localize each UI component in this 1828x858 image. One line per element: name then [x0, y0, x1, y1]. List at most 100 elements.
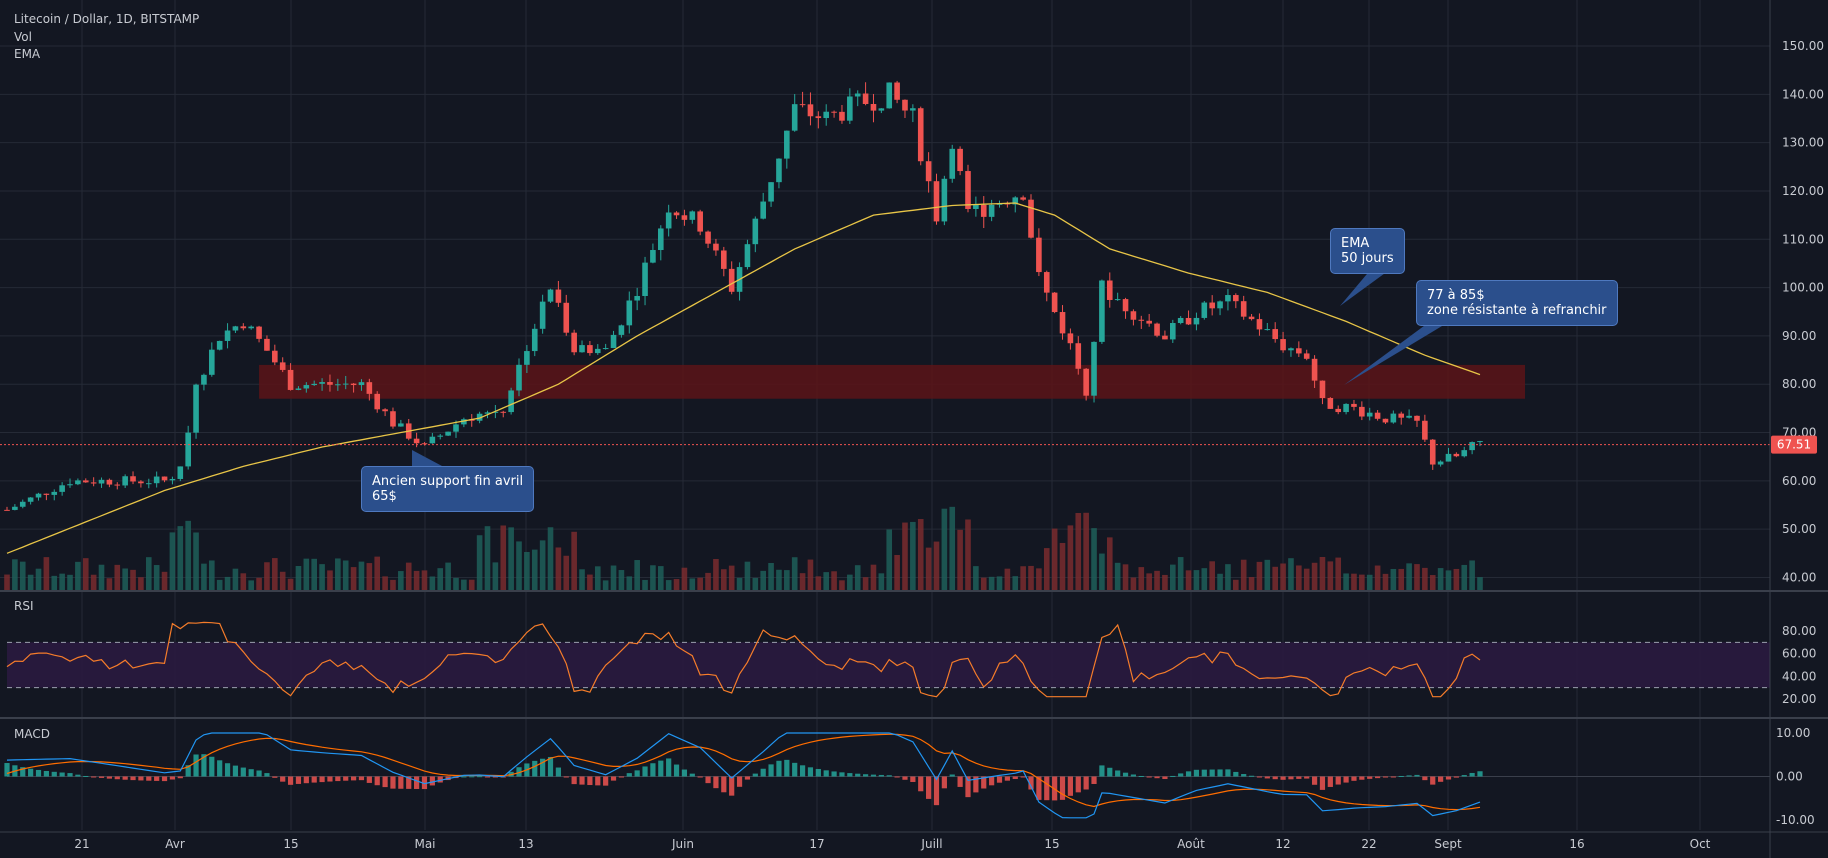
macd-histogram-bar: [1146, 776, 1152, 778]
symbol-title[interactable]: Litecoin / Dollar, 1D, BITSTAMP: [14, 12, 200, 26]
candle-body: [1303, 353, 1310, 359]
volume-bar: [1280, 563, 1286, 590]
candle-body: [216, 340, 223, 350]
candle-body: [1028, 199, 1034, 238]
macd-histogram-bar: [1217, 769, 1223, 777]
candle-body: [847, 96, 853, 121]
volume-bar: [563, 555, 570, 590]
volume-label[interactable]: Vol: [14, 30, 32, 44]
candle-body: [1256, 319, 1263, 330]
macd-histogram-bar: [248, 769, 254, 777]
volume-bar: [224, 576, 231, 590]
volume-bar: [1067, 525, 1074, 590]
macd-histogram-bar: [28, 768, 34, 777]
candle-body: [886, 82, 893, 109]
candle-body: [1453, 453, 1460, 457]
price-tick-label: 60.00: [1782, 474, 1816, 488]
candle-body: [1233, 295, 1239, 302]
candle-body: [421, 443, 428, 445]
macd-histogram-bar: [1335, 776, 1341, 785]
time-tick-label: 15: [283, 837, 298, 851]
candle-body: [43, 493, 50, 495]
volume-bar: [398, 571, 404, 590]
macd-histogram-bar: [1445, 776, 1452, 780]
macd-histogram-bar: [106, 776, 113, 779]
volume-bar: [1177, 557, 1184, 590]
volume-bar: [980, 577, 987, 590]
volume-bar: [327, 570, 333, 590]
candle-body: [413, 438, 420, 444]
volume-bar: [1209, 561, 1215, 590]
candle-body: [1351, 403, 1357, 407]
volume-bar: [610, 565, 617, 590]
candle-body: [461, 419, 467, 425]
candle-body: [1429, 439, 1436, 465]
macd-label[interactable]: MACD: [14, 727, 50, 741]
candle-body: [579, 345, 585, 353]
candle-body: [90, 482, 97, 484]
volume-bar: [602, 580, 609, 590]
candle-body: [626, 300, 633, 326]
volume-bar: [1422, 567, 1428, 590]
macd-histogram-bar: [4, 763, 10, 777]
candle-body: [1248, 316, 1255, 320]
macd-histogram-bar: [177, 776, 183, 779]
candle-body: [618, 325, 625, 335]
price-tick-label: 80.00: [1782, 377, 1816, 391]
candle-body: [1343, 403, 1349, 413]
candle-body: [327, 382, 333, 385]
volume-bar: [153, 565, 160, 590]
macd-histogram-bar: [752, 773, 758, 777]
resistance-annotation[interactable]: 77 à 85$ zone résistante à refranchir: [1416, 280, 1618, 326]
volume-bar: [713, 559, 719, 590]
candle-body: [382, 409, 388, 412]
candle-body: [657, 228, 664, 251]
candle-body: [563, 302, 570, 333]
volume-bar: [1311, 562, 1318, 590]
volume-bar: [839, 580, 845, 590]
candle-body: [721, 250, 727, 269]
volume-bar: [1099, 553, 1105, 590]
volume-bar: [508, 527, 514, 590]
macd-histogram-bar: [83, 775, 89, 777]
volume-bar: [12, 559, 18, 590]
macd-histogram-bar: [547, 756, 554, 777]
macd-histogram-bar: [209, 756, 215, 777]
volume-bar: [1106, 537, 1113, 590]
volume-bar: [634, 560, 640, 590]
volume-bar: [571, 531, 577, 590]
macd-histogram-bar: [1351, 776, 1357, 781]
candle-body: [145, 483, 152, 485]
candle-body: [784, 130, 790, 159]
macd-histogram-bar: [1422, 776, 1428, 781]
volume-bar: [279, 571, 286, 590]
candle-body: [571, 332, 577, 353]
volume-bar: [760, 570, 766, 590]
macd-histogram-bar: [67, 773, 73, 777]
ema-label[interactable]: EMA: [14, 47, 41, 61]
rsi-tick-label: 60.00: [1782, 647, 1816, 661]
macd-histogram-bar: [311, 776, 317, 783]
macd-histogram-bar: [689, 773, 695, 777]
ema-pointer: [1340, 268, 1392, 306]
volume-bar: [1114, 562, 1121, 590]
candle-body: [350, 383, 357, 386]
time-tick-label: Juill: [920, 837, 942, 851]
candle-body: [1091, 341, 1097, 396]
candle-body: [1390, 413, 1397, 423]
macd-histogram-bar: [1154, 776, 1160, 779]
candle-body: [1075, 343, 1082, 369]
candle-body: [823, 111, 830, 119]
macd-histogram-bar: [1327, 776, 1333, 787]
macd-histogram-bar: [1091, 776, 1097, 784]
macd-histogram-bar: [540, 758, 546, 777]
rsi-label[interactable]: RSI: [14, 599, 34, 613]
candle-body: [342, 383, 349, 385]
ema-annotation[interactable]: EMA 50 jours: [1330, 228, 1405, 274]
candle-body: [1288, 348, 1294, 351]
macd-histogram-bar: [650, 763, 656, 777]
support-annotation[interactable]: Ancien support fin avril 65$: [361, 466, 535, 512]
volume-bar: [784, 570, 790, 590]
candle-body: [1169, 323, 1176, 340]
